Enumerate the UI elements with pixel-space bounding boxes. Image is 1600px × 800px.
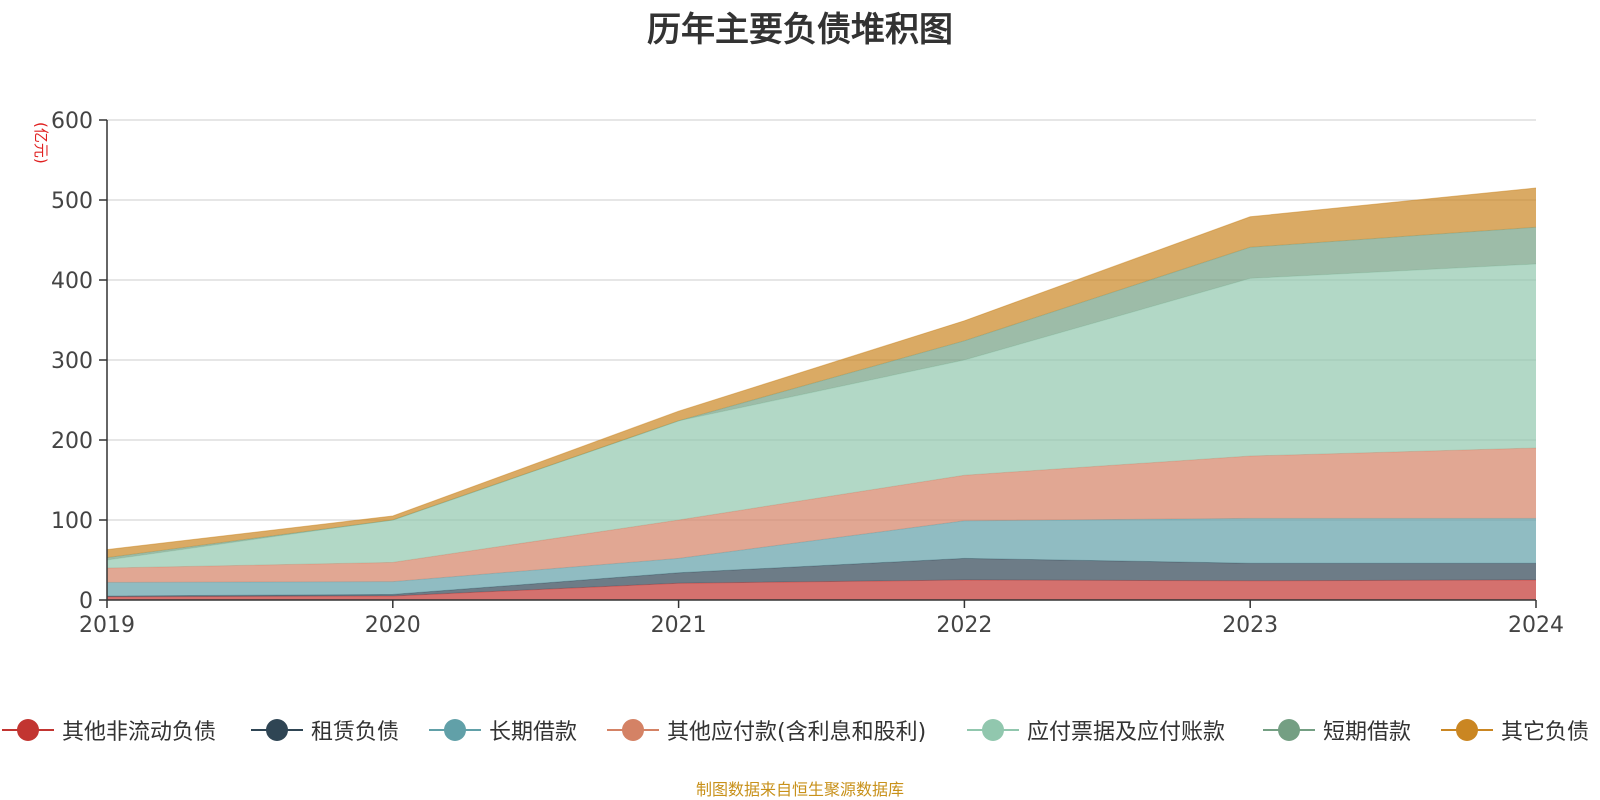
legend-label: 租赁负债 (311, 720, 400, 745)
legend-marker-icon (1441, 718, 1493, 742)
legend-item[interactable]: 短期借款 (1263, 710, 1411, 750)
legend-item[interactable]: 长期借款 (429, 710, 577, 750)
legend-marker-dot (982, 719, 1004, 741)
x-axis-tick-label: 2021 (651, 613, 707, 638)
legend-item[interactable]: 其它负债 (1441, 710, 1589, 750)
legend-label: 短期借款 (1323, 720, 1412, 745)
y-axis-unit-label: (亿元) (32, 122, 50, 164)
legend-marker-icon (429, 718, 481, 742)
area-series-5 (107, 264, 1536, 568)
x-axis-tick-label: 2020 (365, 613, 421, 638)
y-axis-tick-label: 500 (51, 189, 93, 214)
y-axis-tick-label: 600 (51, 109, 93, 134)
legend-marker-dot (444, 719, 466, 741)
legend-item[interactable]: 租赁负债 (251, 710, 399, 750)
legend-label: 其它负债 (1501, 720, 1590, 745)
legend-marker-icon (607, 718, 659, 742)
legend-marker-dot (1456, 719, 1478, 741)
legend-marker-dot (266, 719, 288, 741)
legend-marker-dot (622, 719, 644, 741)
area-series-4 (107, 448, 1536, 583)
chart-title: 历年主要负债堆积图 (647, 10, 953, 50)
chart-legend: 其他非流动负债 租赁负债 长期借款 其他应付款(含利息和股利) 应付票据及应付账款 短期借… (0, 710, 1600, 750)
x-axis-tick-label: 2022 (936, 613, 992, 638)
y-axis-tick-label: 100 (51, 509, 93, 534)
x-axis-tick-label: 2024 (1508, 613, 1564, 638)
area-series-3 (107, 518, 1536, 596)
legend-label: 其他非流动负债 (62, 720, 217, 745)
legend-label: 应付票据及应付账款 (1027, 720, 1226, 745)
legend-marker-icon (251, 718, 303, 742)
y-axis-tick-label: 200 (51, 429, 93, 454)
area-series-7 (107, 188, 1536, 558)
legend-label: 长期借款 (489, 720, 578, 745)
y-axis-tick-label: 300 (51, 349, 93, 374)
legend-label: 其他应付款(含利息和股利) (667, 720, 927, 745)
area-series-2 (107, 558, 1536, 597)
legend-item[interactable]: 应付票据及应付账款 (967, 710, 1225, 750)
legend-marker-dot (17, 719, 39, 741)
area-series-edge-7 (106, 187, 1537, 551)
legend-marker-dot (1278, 719, 1300, 741)
x-axis-tick-label: 2019 (79, 613, 135, 638)
y-axis-tick-label: 400 (51, 269, 93, 294)
area-series-6 (107, 227, 1536, 560)
legend-marker-icon (1263, 718, 1315, 742)
legend-item[interactable]: 其他非流动负债 (2, 710, 216, 750)
legend-item[interactable]: 其他应付款(含利息和股利) (607, 710, 926, 750)
x-axis-tick-label: 2023 (1222, 613, 1278, 638)
legend-marker-icon (967, 718, 1019, 742)
data-source-note: 制图数据来自恒生聚源数据库 (695, 780, 904, 799)
y-axis-tick-label: 0 (79, 589, 93, 614)
legend-marker-icon (2, 718, 54, 742)
area-series-1 (107, 580, 1536, 600)
